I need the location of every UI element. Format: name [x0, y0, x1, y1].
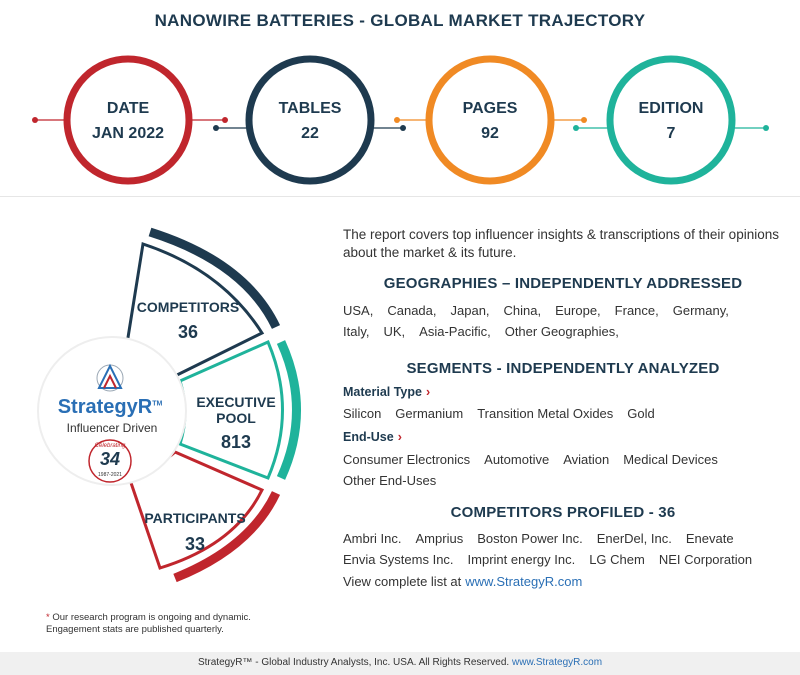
footer-text: StrategyR™ - Global Industry Analysts, I… — [197, 657, 510, 668]
executive-value: 813 — [220, 432, 252, 452]
list-item: Aviation — [563, 452, 610, 467]
edition-circle-shape — [573, 55, 769, 185]
executive-label-line1: EXECUTIVE — [196, 394, 276, 410]
pages-label: PAGES — [462, 100, 518, 117]
footer: StrategyR™ - Global Industry Analysts, I… — [0, 657, 800, 668]
list-item: UK, — [383, 324, 406, 339]
list-item: Medical Devices — [623, 452, 718, 467]
list-item: NEI Corporation — [658, 552, 753, 567]
list-item: Other Geographies, — [504, 324, 619, 339]
logo-brand-text: StrategyR — [57, 396, 153, 418]
geographies-list: USA, Canada, Japan, China, Europe, France, Ger… — [343, 300, 783, 342]
chevron-right-icon: › — [425, 385, 431, 399]
tables-label: TABLES — [278, 100, 342, 117]
list-item: Amprius — [415, 531, 464, 546]
chevron-right-icon: › — [397, 430, 402, 444]
geographies-title: GEOGRAPHIES – INDEPENDENTLY ADDRESSED — [383, 275, 743, 292]
strategyr-link[interactable]: www.StrategyR.com — [465, 574, 583, 589]
competitors-value: 36 — [177, 322, 199, 342]
date-label: DATE — [106, 100, 150, 117]
pages-value: 92 — [481, 125, 499, 142]
segments-title: SEGMENTS - INDEPENDENTLY ANALYZED — [406, 360, 720, 377]
badge-top-text: Celebrating — [94, 443, 126, 449]
executive-arc — [276, 340, 301, 480]
logo-tm: TM — [152, 400, 163, 408]
list-item: Boston Power Inc. — [477, 531, 583, 546]
list-item: Transition Metal Oxides — [477, 406, 614, 421]
list-item: Asia-Pacific, — [419, 324, 491, 339]
footnote-line1: Our research program is ongoing and dyna… — [52, 612, 251, 623]
list-item: Other End-Uses — [343, 473, 437, 488]
end-use-list: Consumer Electronics Automotive Aviation Me… — [343, 449, 783, 491]
participants-value: 33 — [184, 534, 206, 554]
list-item: Germany, — [672, 303, 729, 318]
view-text: View complete list at — [343, 574, 462, 589]
list-item: Canada, — [387, 303, 437, 318]
list-item: Automotive — [484, 452, 550, 467]
list-item: Germanium — [395, 406, 464, 421]
material-type-list: Silicon Germanium Transition Metal Oxides G… — [343, 403, 783, 424]
stat-circles-graphic — [32, 55, 769, 185]
list-item: Consumer Electronics — [343, 452, 471, 467]
header-divider — [0, 196, 800, 197]
badge-years: 1987-2021 — [98, 472, 122, 478]
page-title: NANOWIRE BATTERIES - GLOBAL MARKET TRAJE… — [154, 11, 646, 30]
tables-circle-shape — [213, 55, 406, 185]
footer-bar — [0, 652, 800, 675]
list-item: Imprint energy Inc. — [467, 552, 576, 567]
list-item: Enevate — [685, 531, 734, 546]
participants-arc — [173, 491, 281, 583]
footnote: * Our research program is ongoing and dy… — [46, 612, 251, 636]
list-item: Silicon — [343, 406, 382, 421]
logo-circle — [37, 336, 187, 486]
engagement-graphic — [37, 227, 301, 583]
date-circle-shape — [32, 55, 228, 185]
end-use-heading: End-Use › — [343, 430, 402, 444]
badge-number: 34 — [99, 449, 121, 469]
date-value: JAN 2022 — [91, 125, 165, 142]
participants-label: PARTICIPANTS — [144, 510, 246, 526]
competitors-list: Ambri Inc. Amprius Boston Power Inc. EnerDe… — [343, 528, 783, 570]
competitors-arc — [148, 227, 281, 329]
view-complete-list: View complete list at www.StrategyR.com — [343, 571, 783, 592]
end-use-label: End-Use — [343, 430, 394, 444]
edition-label: EDITION — [638, 100, 704, 117]
list-item: Ambri Inc. — [343, 531, 402, 546]
footer-link[interactable]: www.StrategyR.com — [512, 657, 603, 668]
list-item: Envia Systems Inc. — [343, 552, 454, 567]
footnote-line2: Engagement stats are published quarterly… — [46, 624, 224, 635]
intro-text: The report covers top influencer insight… — [343, 227, 779, 260]
material-type-heading: Material Type › — [343, 385, 430, 399]
badge-icon — [88, 439, 132, 483]
edition-value: 7 — [666, 125, 676, 142]
pages-circle-shape — [394, 55, 587, 185]
executive-label-line2: POOL — [216, 410, 256, 426]
list-item: USA, — [343, 303, 374, 318]
competitors-label: COMPETITORS — [136, 299, 240, 315]
list-item: France, — [614, 303, 659, 318]
list-item: Japan, — [450, 303, 490, 318]
competitors-title: COMPETITORS PROFILED - 36 — [450, 504, 676, 521]
footnote-star: * — [46, 612, 50, 623]
list-item: China, — [503, 303, 542, 318]
strategyr-emblem-icon — [96, 363, 124, 392]
list-item: LG Chem — [589, 552, 645, 567]
logo-brand: StrategyRTM — [40, 396, 180, 419]
logo-tagline: Influencer Driven — [66, 421, 158, 435]
list-item: Europe, — [555, 303, 601, 318]
material-type-label: Material Type — [343, 385, 422, 399]
list-item: Gold — [627, 406, 655, 421]
list-item: Italy, — [343, 324, 370, 339]
tables-value: 22 — [301, 125, 319, 142]
list-item: EnerDel, Inc. — [596, 531, 672, 546]
